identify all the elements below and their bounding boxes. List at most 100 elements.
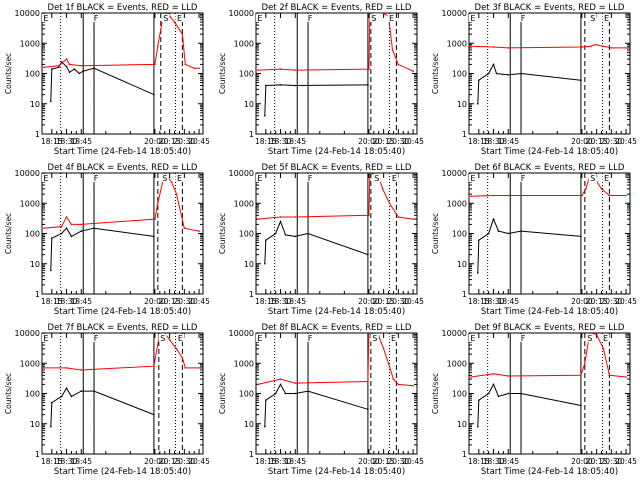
y-axis-label: Counts/sec xyxy=(431,213,440,254)
x-tick-label: 20:15 xyxy=(373,137,395,146)
flag-marker-label: S xyxy=(590,14,595,23)
y-axis-label: Counts/sec xyxy=(4,373,13,414)
data-point-events xyxy=(50,100,52,103)
chart-panel-7: Det 7f BLACK = Events, RED = LLD 1 10 100 10… xyxy=(4,323,210,477)
flag-marker-label: E xyxy=(389,14,394,23)
data-point-lld xyxy=(257,69,259,71)
x-tick-label: 20:30 xyxy=(601,457,623,466)
x-axis-label: Start Time (24-Feb-14 18:05:40) xyxy=(54,147,191,157)
plot-area xyxy=(257,173,414,294)
x-tick-label: 20:45 xyxy=(615,297,637,306)
x-tick-label: 20:30 xyxy=(601,137,623,146)
flag-marker-label: F xyxy=(94,174,99,183)
chart-panel-1: Det 1f BLACK = Events, RED = LLD 1 10 100 10… xyxy=(4,3,210,157)
flag-marker-bg xyxy=(588,174,597,182)
panel-title: Det 2f BLACK = Events, RED = LLD xyxy=(262,3,412,13)
x-tick-label: 20:15 xyxy=(159,297,181,306)
flag-marker-label: E xyxy=(43,14,48,23)
y-tick-label: 1 xyxy=(249,450,254,459)
data-point-events xyxy=(93,390,95,392)
flag-marker-bg xyxy=(390,174,399,182)
data-point-lld xyxy=(369,13,371,14)
x-tick-label: 18:45 xyxy=(497,137,519,146)
data-point-lld xyxy=(65,58,68,60)
chart-panel-6: Det 6f BLACK = Events, RED = LLD 1 10 100 10… xyxy=(431,163,637,317)
flag-marker-label: E xyxy=(257,14,262,23)
data-point-lld xyxy=(60,225,63,228)
x-tick-label: 20:45 xyxy=(615,137,637,146)
data-point-lld xyxy=(368,214,370,217)
flag-marker-label: E xyxy=(43,174,48,183)
flag-marker-bg xyxy=(160,174,169,182)
data-point-lld xyxy=(470,45,472,47)
chart-panel-5: Det 5f BLACK = Events, RED = LLD 1 10 100 10… xyxy=(218,163,424,317)
data-point-events xyxy=(478,79,480,82)
series-line-events xyxy=(477,63,581,104)
data-point-lld xyxy=(581,194,583,197)
flag-marker-bg xyxy=(306,14,315,22)
data-point-lld xyxy=(154,63,156,66)
data-point-events xyxy=(284,392,287,395)
data-point-lld xyxy=(588,333,591,334)
x-tick-label: 18:30 xyxy=(270,137,292,146)
x-tick-label: 18:15 xyxy=(255,457,277,466)
data-point-events xyxy=(477,102,479,105)
data-point-events xyxy=(68,71,71,74)
data-point-events xyxy=(307,390,309,392)
flag-marker-label: E xyxy=(43,334,48,343)
data-point-events xyxy=(51,237,53,239)
data-point-events xyxy=(70,235,73,238)
x-tick-label: 20:00 xyxy=(358,297,380,306)
data-point-lld xyxy=(294,382,297,384)
data-point-events xyxy=(264,114,266,117)
x-tick-label: 20:30 xyxy=(174,137,196,146)
flag-marker-bg xyxy=(92,334,101,342)
flag-marker-bg xyxy=(468,14,477,22)
y-tick-label: 10 xyxy=(244,260,254,269)
flag-marker-label: S xyxy=(374,174,379,183)
x-axis-label: Start Time (24-Feb-14 18:05:40) xyxy=(268,307,405,317)
chart-panel-4: Det 4f BLACK = Events, RED = LLD 1 10 100 10… xyxy=(4,163,210,317)
y-tick-label: 1000 xyxy=(234,199,254,208)
flag-marker-bg xyxy=(389,334,398,342)
flag-marker-label: S xyxy=(587,334,592,343)
series-line-events xyxy=(477,217,581,273)
chart-panel-2: Det 2f BLACK = Events, RED = LLD 1 10 100 10… xyxy=(218,3,424,157)
panel-title: Det 1f BLACK = Events, RED = LLD xyxy=(48,3,198,13)
flag-marker-label: E xyxy=(470,334,475,343)
data-point-lld xyxy=(585,188,587,190)
flag-marker-label: F xyxy=(521,14,526,23)
flag-marker-label: F xyxy=(308,334,313,343)
data-point-events xyxy=(153,413,155,416)
data-point-events xyxy=(507,74,510,76)
x-tick-label: 18:15 xyxy=(468,297,490,306)
flag-marker-bg xyxy=(370,334,379,342)
data-point-events xyxy=(153,235,155,238)
data-point-lld xyxy=(80,64,83,67)
x-tick-label: 20:00 xyxy=(144,457,166,466)
x-tick-label: 20:30 xyxy=(388,457,410,466)
flag-marker-bg xyxy=(602,14,611,22)
plot-area xyxy=(470,173,627,294)
data-point-events xyxy=(580,79,582,82)
flag-marker-label: E xyxy=(470,14,475,23)
plot-area xyxy=(257,333,414,454)
flag-marker-bg xyxy=(255,14,264,22)
panel-title: Det 5f BLACK = Events, RED = LLD xyxy=(262,163,412,173)
data-point-events xyxy=(70,395,73,398)
x-tick-label: 20:30 xyxy=(174,297,196,306)
data-point-lld xyxy=(412,218,414,220)
data-point-events xyxy=(60,395,63,398)
x-tick-label: 20:00 xyxy=(358,457,380,466)
data-point-events xyxy=(478,239,480,242)
x-tick-label: 20:45 xyxy=(188,457,210,466)
flag-marker-bg xyxy=(519,334,528,342)
data-point-events xyxy=(50,425,52,428)
data-point-lld xyxy=(184,367,187,369)
data-point-lld xyxy=(198,67,200,69)
x-tick-label: 18:30 xyxy=(56,457,78,466)
data-point-events xyxy=(492,63,495,66)
flag-marker-label: E xyxy=(603,334,608,343)
y-tick-label: 1 xyxy=(35,290,40,299)
